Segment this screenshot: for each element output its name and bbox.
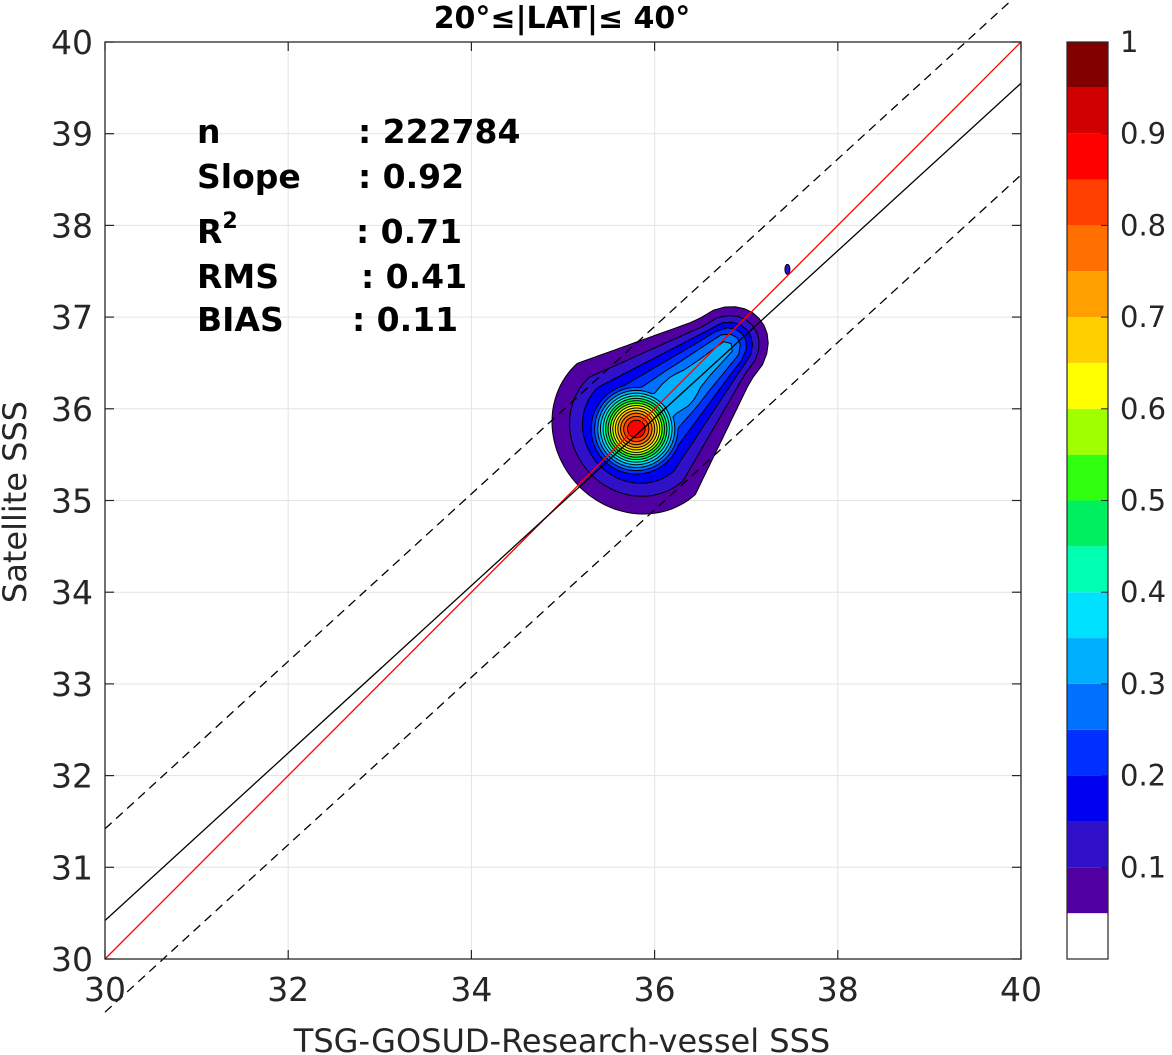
colorbar-band [1067, 362, 1108, 409]
stat-label: n [197, 112, 221, 151]
contour-level-0.85 [627, 419, 646, 439]
reference-lines [104, 0, 1022, 1013]
colorbar-band [1067, 867, 1108, 914]
colorbar-tick-label: 1 [1120, 25, 1138, 59]
x-tick-label: 34 [450, 970, 492, 1009]
colorbar-tick-label: 0.5 [1120, 484, 1166, 518]
x-tick-label: 36 [634, 970, 676, 1009]
colorbar-band [1067, 775, 1108, 822]
colorbar-band [1067, 638, 1108, 684]
stat-label: Slope [197, 157, 301, 196]
y-tick-label: 30 [51, 940, 93, 979]
stat-value: : 0.71 [356, 212, 462, 251]
colorbar-band [1067, 42, 1108, 88]
colorbar-band [1067, 133, 1108, 180]
stat-label-superscript: 2 [222, 209, 237, 234]
chart-title: 20°≤|LAT|≤ 40° [434, 1, 691, 36]
lower-bound-line [104, 174, 1022, 1013]
y-tick-label: 33 [51, 665, 93, 704]
stat-value: : 0.11 [352, 300, 458, 339]
colorbar-tick-label: 0.6 [1120, 392, 1166, 426]
colorbar: 0.1 0.2 0.3 0.4 0.5 0.6 0.7 0.8 0.9 1 [1066, 25, 1166, 960]
colorbar-band [1067, 683, 1108, 730]
x-axis-label: TSG-GOSUD-Research-vessel SSS [293, 1022, 830, 1055]
colorbar-tick-label: 0.1 [1120, 850, 1166, 884]
stat-label: RMS [197, 257, 279, 296]
colorbar-band [1067, 454, 1108, 501]
colorbar-band [1067, 225, 1108, 272]
statistics-annotation: n : 222784 Slope : 0.92 R2 : 0.71 RMS : 0.41 BIA… [197, 112, 520, 339]
colorbar-band [1067, 500, 1108, 547]
colorbar-tick-label: 0.2 [1120, 759, 1166, 793]
colorbar-band [1067, 546, 1108, 593]
stat-value: : 0.92 [358, 157, 464, 196]
y-axis-label: Satellite SSS [0, 401, 34, 603]
colorbar-band [1067, 87, 1108, 134]
y-tick-label: 39 [51, 115, 93, 154]
stat-label: BIAS [197, 300, 284, 339]
y-tick-label: 34 [51, 573, 93, 612]
stat-value: : 0.41 [361, 257, 467, 296]
colorbar-tick-label: 0.3 [1120, 667, 1166, 701]
colorbar-tick-label: 0.9 [1120, 117, 1166, 151]
x-tick-label: 40 [1000, 970, 1042, 1009]
colorbar-band [1067, 408, 1108, 455]
y-tick-label: 31 [51, 848, 93, 887]
y-tick-label: 38 [51, 206, 93, 245]
y-tick-label: 32 [51, 757, 93, 796]
stat-value: : 222784 [358, 112, 520, 151]
colorbar-band [1067, 913, 1108, 959]
y-tick-label: 37 [51, 298, 93, 337]
outlier-contour [784, 263, 791, 275]
x-tick-label: 38 [817, 970, 859, 1009]
colorbar-band [1067, 317, 1108, 363]
colorbar-band [1067, 821, 1108, 868]
colorbar-tick-label: 0.7 [1120, 300, 1166, 334]
colorbar-band [1067, 179, 1108, 226]
one-to-one-line [104, 41, 1022, 960]
colorbar-tick-label: 0.8 [1120, 208, 1166, 242]
axis-ticks: 30 32 34 36 38 40 30 31 32 33 34 35 36 37 38 39 40 [51, 23, 1042, 1009]
y-tick-label: 35 [51, 482, 93, 521]
colorbar-tick-label: 0.4 [1120, 575, 1166, 609]
y-tick-label: 36 [51, 390, 93, 429]
upper-bound-line [104, 0, 1013, 830]
x-tick-label: 30 [84, 970, 126, 1009]
colorbar-band [1067, 592, 1108, 639]
colorbar-band [1067, 729, 1108, 776]
colorbar-band [1067, 271, 1108, 318]
x-tick-label: 32 [267, 970, 309, 1009]
stat-label: R2 [197, 209, 238, 251]
y-tick-label: 40 [51, 23, 93, 62]
regression-line [104, 82, 1022, 921]
